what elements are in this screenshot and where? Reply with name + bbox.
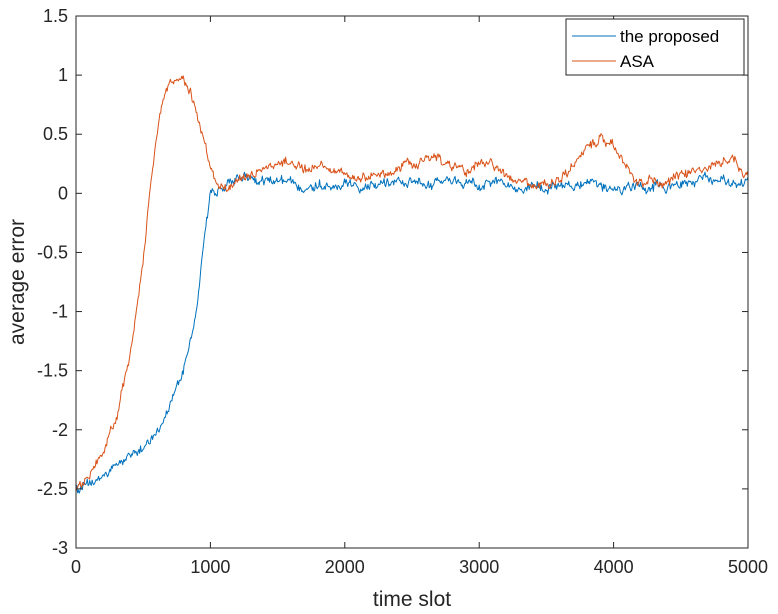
x-axis-ticks: 0 1000 2000 3000 4000 5000 bbox=[71, 16, 768, 577]
legend-box bbox=[565, 18, 745, 76]
y-tick-label: -2 bbox=[52, 420, 68, 440]
x-axis-label: time slot bbox=[373, 588, 451, 611]
plot-frame bbox=[75, 15, 749, 549]
x-tick-label: 0 bbox=[71, 557, 81, 577]
y-tick-label: -0.5 bbox=[37, 242, 68, 262]
x-tick-label: 4000 bbox=[594, 557, 634, 577]
series-line-the-proposed bbox=[75, 171, 749, 494]
y-tick-label: 0 bbox=[58, 183, 68, 203]
x-tick-label: 1000 bbox=[190, 557, 230, 577]
legend-label-asa: ASA bbox=[620, 52, 655, 71]
x-tick-label: 2000 bbox=[325, 557, 365, 577]
y-tick-label: -1.5 bbox=[37, 361, 68, 381]
y-tick-label: -3 bbox=[52, 538, 68, 558]
series-layer bbox=[75, 75, 749, 494]
y-tick-label: -1 bbox=[52, 302, 68, 322]
y-axis-ticks: -3 -2.5 -2 -1.5 -1 -0.5 0 0.5 1 1.5 bbox=[37, 6, 748, 558]
y-tick-label: 1 bbox=[58, 65, 68, 85]
y-tick-label: 0.5 bbox=[43, 124, 68, 144]
legend: the proposed ASA bbox=[565, 18, 745, 76]
y-axis-label: average error bbox=[6, 219, 29, 345]
x-tick-label: 3000 bbox=[459, 557, 499, 577]
x-tick-label: 5000 bbox=[728, 557, 768, 577]
y-tick-label: -2.5 bbox=[37, 479, 68, 499]
y-tick-label: 1.5 bbox=[43, 6, 68, 26]
legend-label-the-proposed: the proposed bbox=[620, 27, 719, 46]
series-line-asa bbox=[75, 75, 749, 493]
